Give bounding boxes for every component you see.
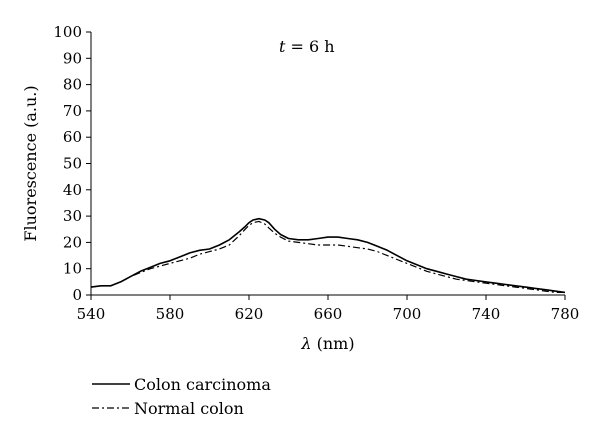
y-tick-label: 0 xyxy=(72,286,82,304)
axes: 0 10 20 30 40 50 60 70 80 90 100 540 580 620 660 700 740… xyxy=(53,23,579,323)
legend-label: Colon carcinoma xyxy=(134,374,271,394)
x-tick-label: 580 xyxy=(156,305,185,323)
y-tick-label: 70 xyxy=(63,102,82,120)
y-tick-label: 50 xyxy=(63,155,82,173)
x-tick-label: 780 xyxy=(551,305,580,323)
y-tick-label: 80 xyxy=(63,76,82,94)
legend-item-carcinoma: Colon carcinoma xyxy=(92,372,271,396)
time-value: = 6 h xyxy=(285,37,334,56)
x-tick-label: 620 xyxy=(235,305,264,323)
y-tick-label: 30 xyxy=(63,207,82,225)
y-tick-label: 10 xyxy=(63,260,82,278)
time-annotation: t = 6 h xyxy=(279,37,335,56)
x-tick-label: 660 xyxy=(314,305,343,323)
legend: Colon carcinoma Normal colon xyxy=(92,372,271,420)
x-axis-unit: (nm) xyxy=(312,334,355,353)
y-tick-label: 100 xyxy=(53,23,82,41)
x-tick-label: 740 xyxy=(472,305,501,323)
legend-swatch-solid xyxy=(92,383,130,385)
legend-item-normal: Normal colon xyxy=(92,396,271,420)
y-tick-label: 20 xyxy=(63,233,82,251)
legend-swatch-dashdot xyxy=(92,407,130,409)
x-axis-label: λ (nm) xyxy=(300,334,354,353)
y-tick-label: 60 xyxy=(63,128,82,146)
x-tick-label: 540 xyxy=(77,305,106,323)
y-tick-label: 90 xyxy=(63,49,82,67)
time-variable: t xyxy=(279,37,286,56)
labels: λ (nm) Fluorescence (a.u.) t = 6 h xyxy=(21,37,355,353)
x-tick-label: 700 xyxy=(393,305,422,323)
x-axis-symbol: λ xyxy=(300,334,311,353)
series-line-carcinoma xyxy=(90,217,566,294)
legend-label: Normal colon xyxy=(134,398,244,418)
y-axis-label: Fluorescence (a.u.) xyxy=(21,85,40,241)
y-tick-label: 40 xyxy=(63,181,82,199)
series-line-normal xyxy=(90,220,565,293)
plot-lines xyxy=(90,217,566,294)
